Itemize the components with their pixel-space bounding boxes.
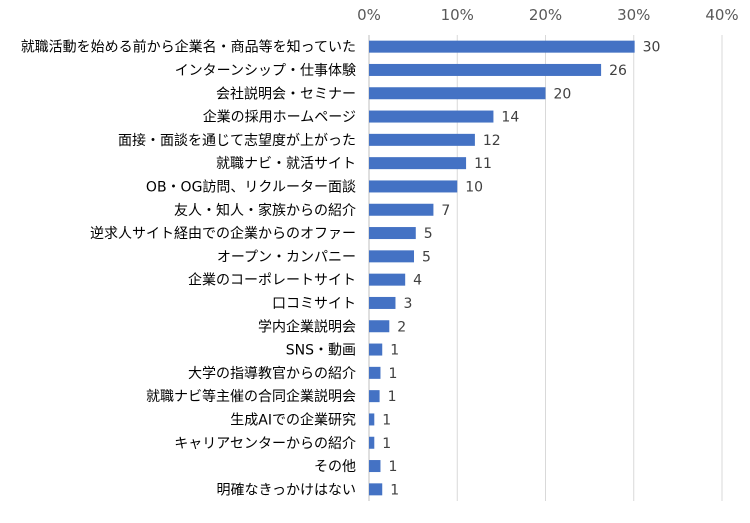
category-label: インターンシップ・仕事体験 [175,63,356,79]
category-label: 逆求人サイト経由での企業からのオファー [90,225,356,242]
value-label: 1 [390,482,399,498]
value-label: 5 [424,226,433,242]
category-label: オープン・カンパニー [217,249,356,265]
value-label: 2 [397,319,406,335]
bar [369,110,494,123]
value-label: 20 [554,86,572,102]
bar [369,413,375,426]
value-label: 14 [501,110,519,126]
bar [369,203,434,216]
category-label: 就職ナビ等主催の合同企業説明会 [146,388,356,405]
bar [369,320,390,333]
bars [369,40,635,496]
x-tick-label: 0% [357,6,381,24]
value-label: 4 [413,273,422,289]
value-label: 5 [422,249,431,265]
grid-lines [368,35,723,501]
value-label: 12 [483,133,501,149]
bar [369,390,380,403]
x-tick-label: 40% [705,6,738,24]
value-label: 1 [388,459,397,475]
bar [369,157,467,170]
category-label: 友人・知人・家族からの紹介 [174,202,356,219]
bar [369,87,546,100]
bar [369,366,381,379]
bar [369,483,383,496]
value-label: 30 [643,40,661,56]
value-label: 1 [382,412,391,428]
bar [369,296,396,309]
bar [369,273,406,286]
value-label: 1 [388,389,397,405]
category-label: キャリアセンターからの紹介 [174,436,356,452]
bar [369,460,381,473]
bar [369,180,458,193]
value-label: 3 [403,296,412,312]
bar [369,133,475,146]
category-label: 生成AIでの企業研究 [230,411,356,428]
category-label: 企業の採用ホームページ [203,109,356,126]
category-label: 学内企業説明会 [258,318,356,335]
value-label: 10 [465,179,483,195]
category-label: 口コミサイト [272,296,356,312]
category-label: 面接・面談を通じて志望度が上がった [118,132,356,149]
category-label: 大学の指導教官からの紹介 [188,366,356,382]
value-label: 11 [474,156,492,172]
bar [369,250,415,263]
category-label: 明確なきっかけはない [217,482,356,498]
bar [369,40,635,53]
category-label: その他 [314,459,356,475]
bar [369,436,375,449]
value-label: 1 [388,366,397,382]
value-label: 1 [382,436,391,452]
value-label: 7 [441,203,450,219]
x-tick-label: 10% [441,6,474,24]
bar [369,63,602,76]
value-label: 26 [609,63,627,79]
value-label: 1 [390,343,399,359]
x-tick-label: 20% [529,6,562,24]
category-label: 会社説明会・セミナー [216,86,356,102]
x-axis-ticks: 0% 10% 20% 30% 40% [357,6,739,24]
bar [369,343,383,356]
category-label: SNS・動画 [286,343,356,359]
category-label: OB・OG訪問、リクルーター面談 [146,179,356,195]
category-labels: 就職活動を始める前から企業名・商品等を知っていたインターンシップ・仕事体験会社説… [21,39,356,499]
bar [369,227,416,240]
category-label: 企業のコーポレートサイト [188,272,356,289]
category-label: 就職ナビ・就活サイト [216,156,356,172]
category-label: 就職活動を始める前から企業名・商品等を知っていた [21,39,356,56]
x-tick-label: 30% [617,6,650,24]
